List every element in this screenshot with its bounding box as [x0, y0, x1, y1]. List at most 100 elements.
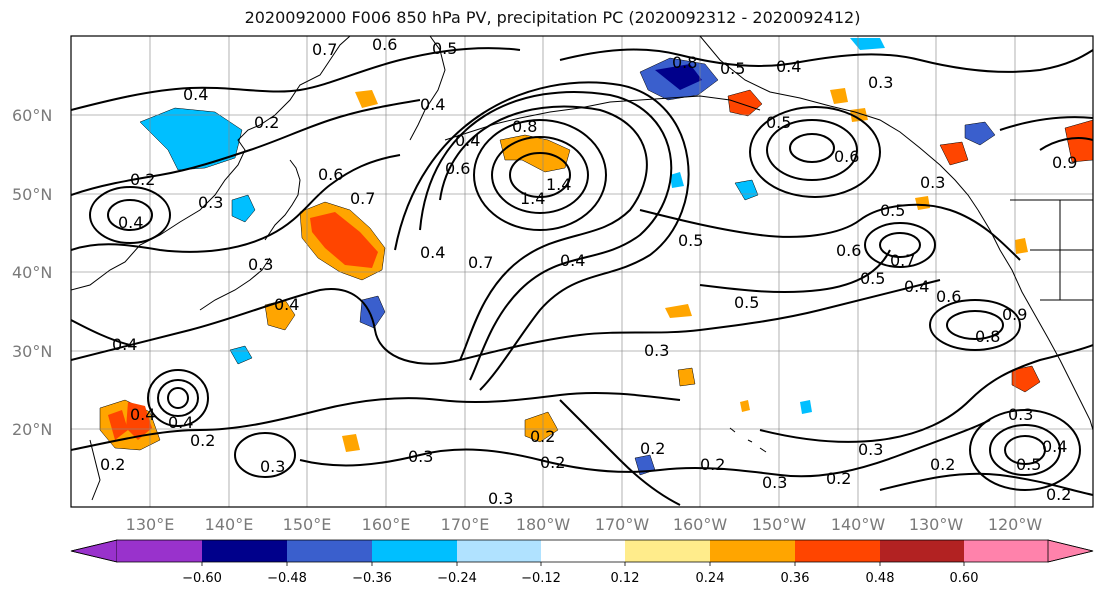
contour-label: 0.3 [1008, 405, 1033, 424]
us-state-borders [1030, 200, 1093, 301]
pv-contour [1004, 435, 1046, 465]
contour-label: 0.2 [540, 453, 565, 472]
precip-negative-area [655, 64, 702, 90]
pv-contour [864, 222, 936, 268]
lat-label: 20°N [12, 420, 52, 439]
contour-label: 0.4 [420, 95, 445, 114]
contour-label: 0.3 [858, 440, 883, 459]
precip-shading [99, 38, 1093, 476]
pv-contours [71, 47, 1093, 506]
pv-contour [1039, 137, 1093, 151]
lon-label: 130°W [909, 515, 964, 534]
colorbar-tick-label: 0.60 [950, 571, 979, 586]
lon-label: 160°W [673, 515, 728, 534]
contour-label: 0.3 [248, 255, 273, 274]
contour-label: 0.4 [420, 243, 445, 262]
contour-label: 0.3 [644, 341, 669, 360]
pv-contour [107, 199, 153, 231]
contour-label: 1.4 [520, 189, 545, 208]
lon-label: 140°E [205, 515, 254, 534]
kamchatka-coastline [409, 36, 446, 141]
lat-label: 60°N [12, 106, 52, 125]
pv-contour [89, 186, 171, 244]
colorbar-segment [202, 540, 287, 562]
precip-positive-area [915, 196, 930, 210]
contour-label: 0.4 [168, 413, 193, 432]
contour-label: 0.2 [930, 455, 955, 474]
contour-label: 0.5 [432, 39, 457, 58]
precip-positive-area [1015, 238, 1028, 254]
asia-coastline [71, 36, 351, 291]
pv-contour [509, 152, 571, 198]
colorbar-segment [457, 540, 541, 562]
colorbar-ticks [201, 562, 965, 566]
contour-label: 0.6 [834, 147, 859, 166]
contour-label: 0.4 [904, 277, 929, 296]
colorbar-segment [710, 540, 795, 562]
pv-contour [699, 249, 891, 294]
precip-positive-area [1064, 119, 1093, 163]
contour-label: 0.3 [408, 447, 433, 466]
lon-label: 150°W [752, 515, 807, 534]
lon-label: 130°E [126, 515, 175, 534]
pv-contour [299, 419, 991, 478]
pv-contour [879, 232, 921, 258]
precip-positive-area [830, 88, 848, 104]
precip-negative-area [800, 400, 812, 414]
map-frame [70, 35, 1094, 508]
contour-label: 0.6 [318, 165, 343, 184]
colorbar-segment [880, 540, 964, 562]
precip-negative-area [139, 107, 243, 171]
map-background [71, 36, 1093, 507]
contour-label: 0.4 [112, 335, 137, 354]
pv-contour [234, 432, 296, 478]
contour-label: 0.4 [455, 131, 480, 150]
pv-contour [167, 387, 189, 409]
pv-contour [157, 379, 199, 417]
contour-label: 0.4 [1042, 437, 1067, 456]
contour-label: 0.6 [445, 159, 470, 178]
colorbar-tick-label: −0.12 [521, 571, 561, 586]
precip-negative-area [359, 295, 386, 329]
japan-coastline [199, 257, 271, 311]
map-content: 0.6 0.7 0.5 0.8 0.5 0.4 0.3 0.4 0.2 0.2 … [71, 36, 1093, 507]
contour-label: 0.3 [868, 73, 893, 92]
pv-contour [559, 399, 681, 506]
lon-label: 120°W [988, 515, 1043, 534]
colorbar-tick-label: 0.48 [866, 571, 895, 586]
contour-label: 0.2 [130, 170, 155, 189]
contour-label: 0.4 [183, 85, 208, 104]
contour-label: 0.7 [350, 189, 375, 208]
lon-label: 160°E [362, 515, 411, 534]
colorbar-tick-label: −0.60 [182, 571, 222, 586]
lon-label: 170°E [441, 515, 490, 534]
precip-positive-area [108, 410, 128, 440]
contour-label: 0.2 [1046, 485, 1071, 504]
colorbar-segment [964, 540, 1048, 562]
contour-label: 0.8 [672, 53, 697, 72]
pv-contour [749, 106, 881, 198]
contour-label: 0.3 [762, 473, 787, 492]
contour-label: 0.2 [530, 427, 555, 446]
north-america-coastline [977, 209, 1093, 431]
pv-contour [71, 47, 521, 111]
contour-label: 0.6 [936, 287, 961, 306]
precip-positive-area [524, 411, 559, 443]
contour-label: 0.3 [198, 193, 223, 212]
japan-coastline [264, 159, 301, 241]
contour-label: 0.8 [975, 327, 1000, 346]
precip-positive-area [1011, 365, 1041, 393]
precip-positive-area [126, 402, 152, 440]
contour-label: 0.3 [260, 457, 285, 476]
pv-contour [394, 81, 690, 391]
lon-label: 180°W [516, 515, 571, 534]
contour-label: 0.2 [100, 455, 125, 474]
precip-positive-area [740, 400, 750, 412]
pv-contour [147, 369, 209, 427]
pv-contour [946, 310, 1004, 340]
pv-contour [71, 99, 421, 196]
contour-label: 0.5 [860, 269, 885, 288]
contour-label: 0.2 [700, 455, 725, 474]
pv-contour [71, 319, 131, 346]
